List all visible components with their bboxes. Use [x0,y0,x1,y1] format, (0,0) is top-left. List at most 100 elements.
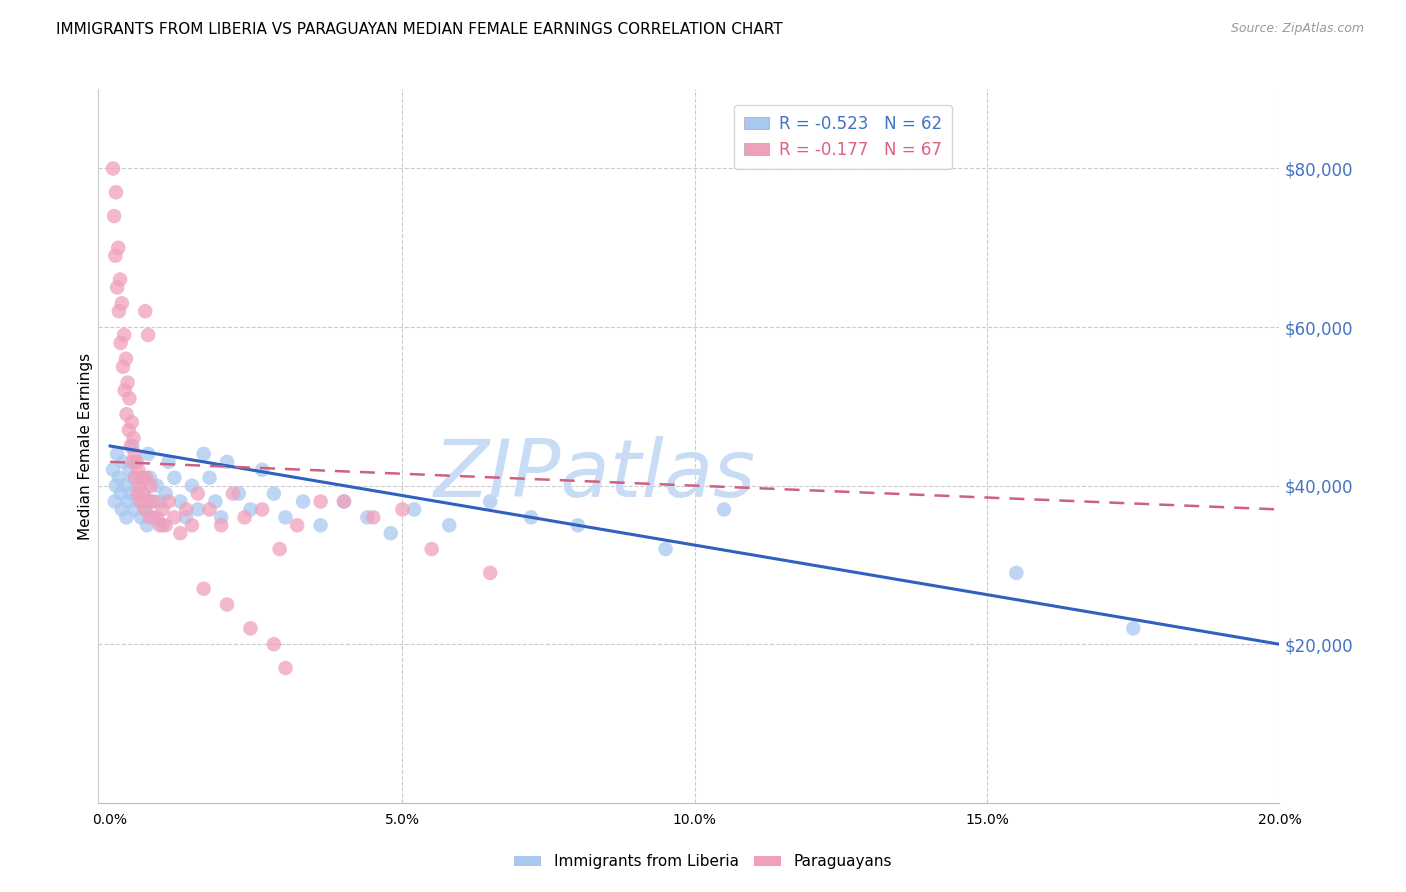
Point [239,502,262,516]
Point [122,431,145,445]
Point [129,510,152,524]
Point [127,486,149,500]
Point [121,415,143,429]
Point [124,502,146,516]
Point [215,455,238,469]
Point [333,494,356,508]
Point [250,463,273,477]
Point [309,518,332,533]
Point [136,447,159,461]
Point [101,161,124,176]
Point [117,376,139,390]
Point [134,304,156,318]
Point [169,494,191,508]
Point [198,471,221,485]
Point [155,518,177,533]
Point [134,502,156,516]
Point [1122,621,1144,635]
Point [139,494,162,508]
Point [136,518,159,533]
Point [117,494,139,508]
Point [391,502,413,516]
Point [124,447,146,461]
Point [120,486,142,500]
Point [104,186,127,200]
Point [101,463,124,477]
Point [250,502,273,516]
Point [110,335,132,350]
Point [149,518,172,533]
Point [333,494,356,508]
Point [132,486,155,500]
Point [163,510,186,524]
Point [174,502,197,516]
Point [361,510,384,524]
Point [309,494,332,508]
Point [149,494,172,508]
Point [1005,566,1028,580]
Point [111,296,134,310]
Point [157,494,180,508]
Point [187,486,209,500]
Point [107,241,129,255]
Point [118,392,141,406]
Point [198,502,221,516]
Point [209,510,232,524]
Point [193,447,215,461]
Point [135,471,157,485]
Point [104,478,127,492]
Point [163,471,186,485]
Point [479,494,502,508]
Legend: R = -0.523   N = 62, R = -0.177   N = 67: R = -0.523 N = 62, R = -0.177 N = 67 [734,104,952,169]
Point [114,478,136,492]
Point [131,471,153,485]
Point [274,661,297,675]
Point [108,304,131,318]
Point [181,518,204,533]
Text: ZIPatlas: ZIPatlas [433,435,755,514]
Point [121,439,143,453]
Point [118,423,141,437]
Point [115,407,138,421]
Point [122,471,145,485]
Point [263,486,285,500]
Point [155,486,177,500]
Point [118,463,141,477]
Point [356,510,378,524]
Point [103,209,125,223]
Point [139,478,162,492]
Point [112,328,135,343]
Point [479,566,502,580]
Point [105,280,128,294]
Point [520,510,543,524]
Y-axis label: Median Female Earnings: Median Female Earnings [77,352,93,540]
Point [204,494,226,508]
Point [228,486,250,500]
Point [420,542,443,557]
Point [114,384,136,398]
Point [134,502,156,516]
Point [269,542,291,557]
Point [143,510,166,524]
Point [139,471,162,485]
Point [209,518,232,533]
Point [125,455,148,469]
Point [567,518,589,533]
Point [127,463,149,477]
Point [127,478,149,492]
Point [111,502,134,516]
Point [105,447,128,461]
Point [146,478,169,492]
Point [128,494,150,508]
Point [292,494,315,508]
Point [193,582,215,596]
Point [439,518,461,533]
Point [108,471,131,485]
Point [128,478,150,492]
Point [121,455,143,469]
Point [152,518,174,533]
Point [654,542,676,557]
Point [124,471,146,485]
Point [152,502,174,516]
Point [104,249,127,263]
